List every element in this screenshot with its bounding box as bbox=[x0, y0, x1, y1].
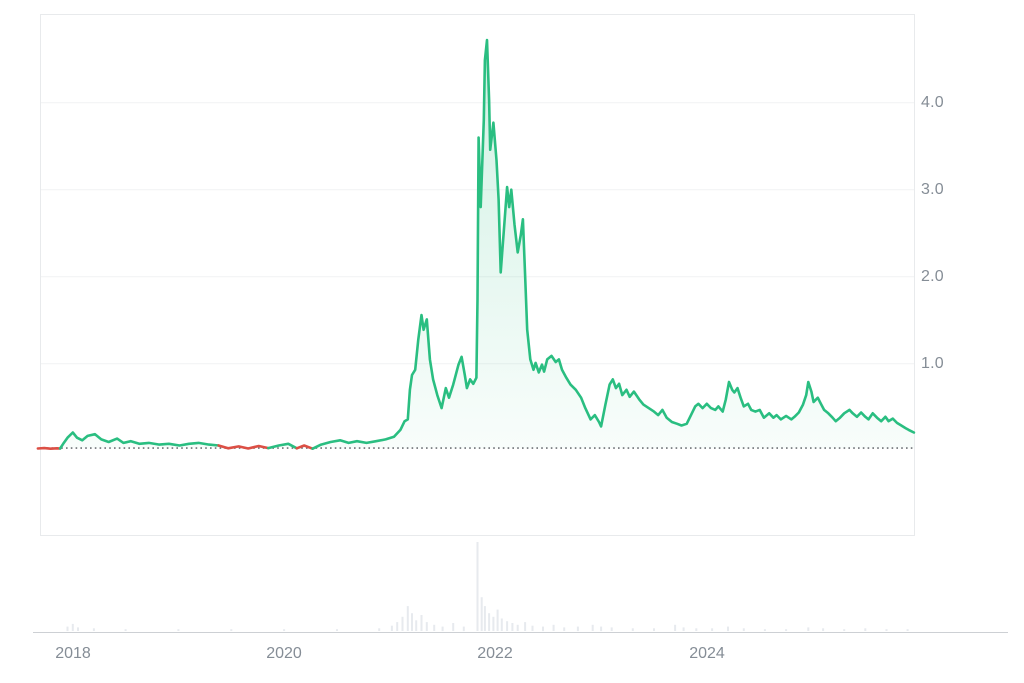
volume-bar bbox=[283, 629, 286, 631]
volume-bar bbox=[807, 627, 810, 631]
volume-bar bbox=[441, 626, 444, 632]
volume-bar bbox=[742, 628, 745, 631]
volume-bar bbox=[425, 622, 428, 631]
volume-bar bbox=[591, 624, 594, 631]
volume-bar bbox=[563, 627, 566, 631]
volume-bar bbox=[452, 623, 455, 631]
plot-border bbox=[40, 14, 915, 536]
volume-bar bbox=[336, 629, 338, 631]
y-axis-label: 4.0 bbox=[921, 94, 944, 111]
volume-bar bbox=[415, 620, 418, 631]
volume-bar bbox=[727, 626, 729, 632]
y-axis-label: 1.0 bbox=[921, 355, 944, 372]
volume-bar bbox=[420, 615, 423, 631]
volume-bar bbox=[492, 616, 495, 631]
x-axis-label: 2020 bbox=[266, 645, 302, 662]
volume-bar bbox=[610, 627, 613, 631]
volume-bar bbox=[511, 623, 514, 631]
price-line[interactable] bbox=[311, 38, 916, 450]
price-area-fill bbox=[37, 40, 914, 449]
volume-bar bbox=[406, 606, 409, 631]
x-axis-label: 2024 bbox=[689, 645, 725, 662]
volume-bar bbox=[66, 626, 69, 632]
volume-bar bbox=[542, 626, 544, 632]
volume-bar bbox=[785, 629, 788, 631]
volume-bar bbox=[480, 597, 483, 631]
volume-bar bbox=[516, 624, 519, 631]
volume-bar bbox=[124, 629, 127, 631]
volume-bar bbox=[496, 609, 499, 631]
volume-bar bbox=[411, 613, 413, 631]
volume-bar bbox=[396, 622, 399, 631]
volume-bar bbox=[378, 628, 381, 631]
volume-bar bbox=[763, 629, 766, 631]
volume-bar bbox=[483, 606, 486, 631]
volume-bar bbox=[476, 542, 479, 631]
volume-bar bbox=[531, 625, 534, 631]
x-axis-label: 2022 bbox=[477, 645, 513, 662]
volume-bar bbox=[92, 628, 95, 631]
volume-bar bbox=[576, 626, 579, 632]
volume-bar bbox=[488, 613, 491, 631]
volume-bar bbox=[230, 629, 233, 631]
price-line-below-baseline[interactable] bbox=[217, 444, 270, 450]
volume-bar bbox=[500, 618, 503, 631]
volume-bar bbox=[631, 628, 634, 631]
volume-bar bbox=[711, 628, 714, 631]
volume-bar bbox=[822, 628, 825, 631]
x-axis-label: 2018 bbox=[55, 645, 91, 662]
volume-bar bbox=[71, 623, 74, 631]
volume-bar bbox=[674, 624, 677, 631]
y-axis-label: 3.0 bbox=[921, 181, 944, 198]
volume-bar bbox=[864, 628, 867, 631]
volume-bar bbox=[653, 628, 655, 631]
volume-bar bbox=[401, 616, 404, 631]
volume-bar bbox=[506, 621, 509, 631]
volume-bar bbox=[433, 624, 436, 631]
volume-bar bbox=[390, 625, 393, 631]
volume-bar bbox=[552, 624, 555, 631]
volume-bar bbox=[695, 628, 698, 631]
y-axis-label: 2.0 bbox=[921, 268, 944, 285]
volume-bar bbox=[682, 627, 685, 631]
price-line-below-baseline[interactable] bbox=[295, 444, 314, 450]
volume-bar bbox=[462, 626, 465, 632]
volume-bar bbox=[906, 629, 909, 631]
volume-bar bbox=[600, 626, 603, 632]
price-line[interactable] bbox=[267, 442, 299, 450]
volume-bar bbox=[843, 629, 846, 631]
volume-bar bbox=[524, 622, 527, 631]
price-line-below-baseline[interactable] bbox=[36, 446, 62, 450]
volume-bar bbox=[177, 629, 180, 631]
volume-bar bbox=[77, 627, 79, 631]
price-line[interactable] bbox=[58, 431, 220, 450]
volume-bar bbox=[885, 629, 888, 631]
